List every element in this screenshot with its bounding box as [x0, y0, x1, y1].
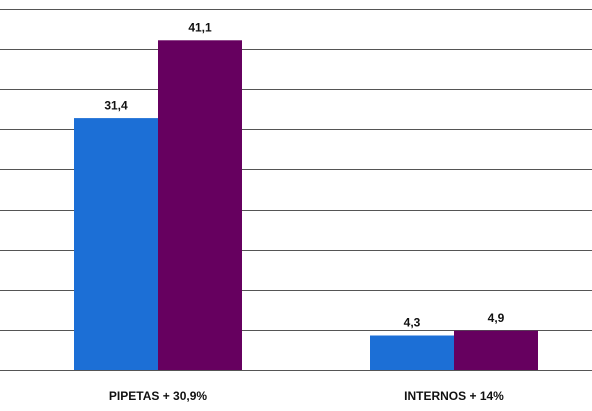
- bar: [454, 331, 538, 370]
- x-tick-label: PIPETAS + 30,9%: [109, 389, 207, 403]
- data-label: 4,3: [404, 316, 421, 330]
- bar: [370, 336, 454, 370]
- chart: PIPETAS + 30,9% 31,4 41,1 INTERNOS + 14% 4,3…: [0, 0, 592, 411]
- data-label: 4,9: [488, 311, 505, 325]
- x-tick-label: INTERNOS + 14%: [404, 389, 504, 403]
- bar: [74, 118, 158, 370]
- data-label: 31,4: [104, 98, 128, 112]
- data-label: 41,1: [188, 20, 212, 34]
- bar: [158, 40, 242, 370]
